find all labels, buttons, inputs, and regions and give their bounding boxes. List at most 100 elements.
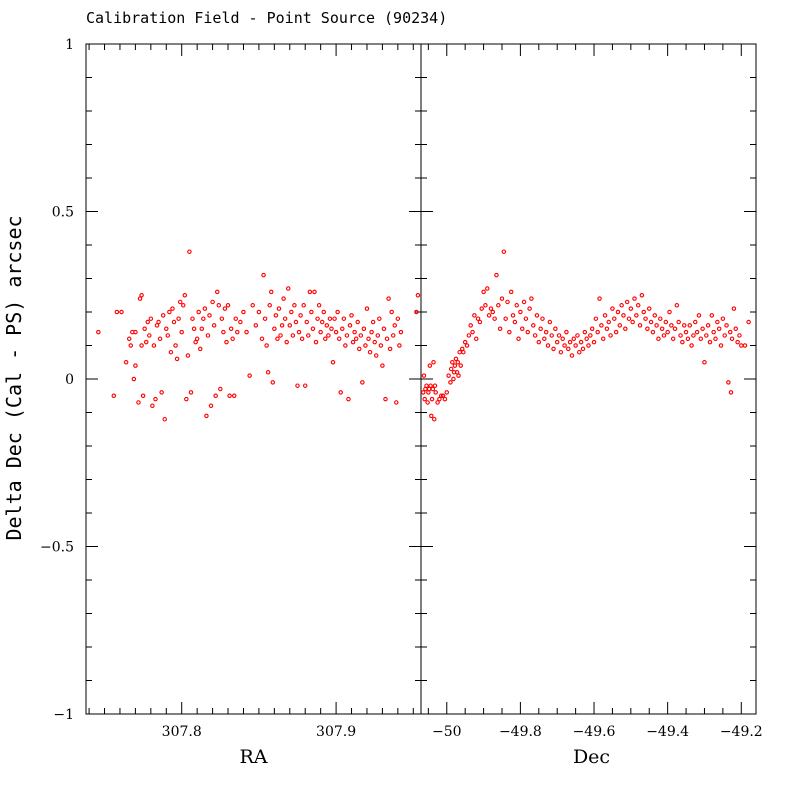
- data-point: [207, 313, 212, 318]
- data-point: [420, 390, 426, 395]
- data-point: [372, 339, 377, 345]
- data-point: [154, 323, 160, 328]
- data-point: [197, 346, 203, 352]
- data-point: [494, 272, 499, 278]
- data-point: [284, 339, 289, 345]
- data-point: [358, 333, 364, 338]
- data-point: [722, 333, 727, 338]
- data-point: [486, 313, 492, 318]
- data-point: [532, 333, 538, 338]
- data-point: [336, 336, 342, 342]
- data-point: [564, 329, 569, 335]
- data-point: [470, 329, 475, 335]
- data-point: [225, 303, 231, 308]
- data-point: [378, 343, 384, 348]
- data-point: [327, 316, 333, 321]
- data-point: [184, 396, 189, 402]
- data-point: [170, 306, 175, 311]
- data-point: [171, 319, 177, 325]
- data-point: [323, 336, 328, 342]
- data-point: [479, 306, 484, 311]
- y-tick-label: 0: [65, 372, 74, 388]
- data-point: [326, 333, 331, 338]
- x-tick-label: 307.8: [162, 724, 202, 740]
- data-point: [588, 333, 593, 338]
- data-point: [451, 376, 456, 382]
- data-point: [715, 319, 720, 325]
- data-point: [652, 313, 658, 318]
- data-point: [514, 303, 519, 308]
- x-tick-label: −49.6: [573, 724, 616, 740]
- data-point: [519, 326, 525, 331]
- data-point: [363, 343, 368, 348]
- data-point: [214, 289, 220, 295]
- data-point: [448, 366, 454, 372]
- data-point: [247, 373, 252, 378]
- data-point: [700, 326, 705, 331]
- data-point: [262, 316, 268, 321]
- data-point: [599, 323, 604, 328]
- data-point: [224, 339, 229, 345]
- data-point: [177, 299, 183, 305]
- data-point: [586, 343, 591, 348]
- data-point: [369, 329, 374, 335]
- data-point: [250, 303, 255, 308]
- data-point: [355, 319, 360, 325]
- data-point: [377, 316, 382, 321]
- data-point: [123, 359, 129, 365]
- data-point: [159, 390, 164, 395]
- data-point: [492, 316, 497, 321]
- data-point: [143, 339, 149, 345]
- data-point: [466, 333, 472, 338]
- data-point: [731, 306, 737, 311]
- x-tick-label: 307.9: [316, 724, 356, 740]
- data-point: [219, 316, 225, 321]
- data-point: [233, 316, 238, 321]
- data-point: [292, 303, 297, 308]
- data-point: [739, 343, 744, 348]
- data-point: [392, 323, 398, 328]
- data-point: [276, 306, 282, 311]
- data-point: [694, 329, 700, 335]
- data-point: [450, 359, 455, 365]
- data-point: [549, 333, 554, 338]
- data-point: [432, 416, 437, 422]
- data-point: [381, 326, 387, 331]
- data-point: [133, 363, 138, 368]
- data-point: [111, 393, 117, 398]
- data-point: [335, 309, 340, 315]
- data-point: [553, 326, 558, 331]
- data-point: [584, 336, 589, 342]
- data-point: [468, 323, 473, 328]
- data-point: [661, 333, 667, 338]
- x-tick-label: −49.2: [720, 724, 763, 740]
- data-point: [218, 386, 223, 392]
- data-point: [306, 333, 311, 338]
- data-point: [452, 363, 458, 368]
- data-point: [507, 329, 512, 335]
- data-point: [414, 309, 419, 315]
- data-point: [543, 329, 549, 335]
- data-point: [188, 390, 194, 395]
- data-point: [425, 400, 430, 405]
- data-point: [431, 359, 436, 365]
- data-point: [705, 323, 711, 328]
- data-point: [733, 326, 739, 331]
- data-point: [315, 316, 320, 321]
- data-point: [313, 339, 319, 345]
- data-point: [483, 303, 488, 308]
- data-point: [341, 316, 347, 321]
- chart-title: Calibration Field - Point Source (90234): [86, 9, 447, 27]
- data-point: [133, 329, 138, 335]
- data-point: [424, 383, 429, 388]
- data-point: [669, 323, 674, 328]
- data-point: [165, 333, 171, 338]
- data-point: [162, 416, 167, 422]
- data-point: [370, 319, 376, 325]
- data-point: [222, 306, 228, 311]
- data-point: [227, 393, 232, 398]
- y-axis-label: Delta Dec (Cal - PS) arcsec: [2, 215, 26, 540]
- data-point: [464, 343, 470, 348]
- data-point: [204, 413, 209, 419]
- data-point: [312, 289, 317, 295]
